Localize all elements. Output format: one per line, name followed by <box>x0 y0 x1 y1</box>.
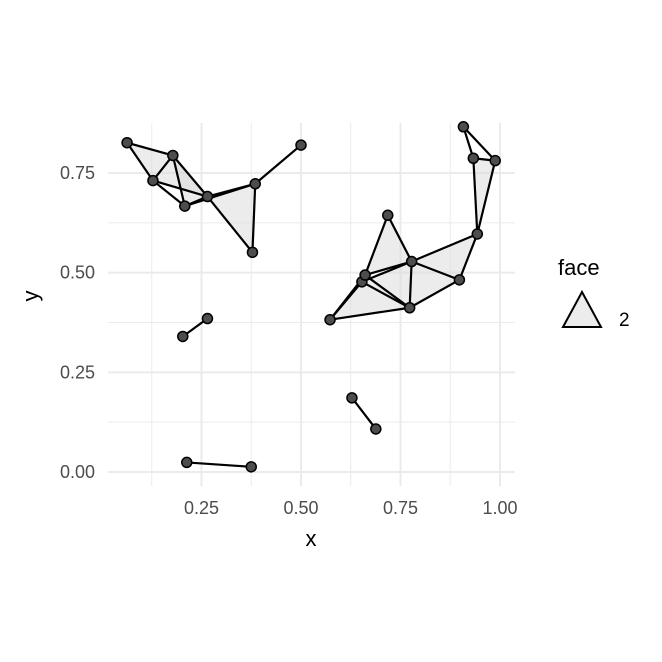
edges <box>125 125 497 468</box>
edge-line <box>410 260 461 281</box>
faces <box>127 142 496 320</box>
edge-line <box>408 260 413 309</box>
data-point <box>346 392 358 404</box>
data-point <box>121 136 133 149</box>
face-triangle <box>207 183 256 253</box>
x-tick-label: 0.75 <box>383 498 418 518</box>
data-point <box>179 200 191 212</box>
tick-labels: 0.25 0.50 0.75 1.00 0.00 0.25 0.50 0.75 <box>60 163 518 518</box>
edge-line <box>363 273 411 309</box>
y-tick-label: 0.00 <box>60 462 95 482</box>
data-point <box>181 456 193 469</box>
edge-line <box>458 232 479 281</box>
data-point <box>245 461 257 473</box>
edge-line <box>410 232 479 263</box>
points <box>121 121 501 473</box>
edge-line <box>350 396 377 431</box>
edge-line <box>386 214 413 263</box>
face-triangle <box>411 233 478 280</box>
edge-line <box>171 154 209 198</box>
edge-line <box>171 154 186 208</box>
data-point <box>382 209 394 222</box>
data-point <box>471 228 484 240</box>
data-point <box>467 152 480 164</box>
legend: face 2 <box>558 255 630 331</box>
data-point <box>295 139 307 151</box>
x-tick-label: 0.50 <box>283 498 318 518</box>
legend-title: face <box>558 255 600 280</box>
y-axis-label: y <box>18 291 43 302</box>
edge-line <box>472 157 479 236</box>
data-point <box>177 330 189 343</box>
legend-item-label: 2 <box>619 310 630 331</box>
edge-line <box>408 278 461 309</box>
data-point <box>403 301 416 314</box>
edge-line <box>206 195 254 254</box>
data-point <box>405 255 418 268</box>
data-point <box>457 121 470 133</box>
face-triangle <box>365 215 412 276</box>
data-point <box>201 312 214 325</box>
edge-line <box>363 214 389 277</box>
edge-line <box>151 179 186 208</box>
y-tick-label: 0.50 <box>60 263 95 283</box>
data-point <box>453 274 466 286</box>
edge-line <box>251 182 257 254</box>
data-point <box>489 154 501 167</box>
data-point <box>249 178 261 190</box>
x-tick-label: 0.25 <box>184 498 219 518</box>
face-triangle <box>361 261 412 308</box>
legend-triangle-icon <box>561 289 603 328</box>
edge-line <box>183 182 257 208</box>
edge-line <box>462 125 497 162</box>
data-point <box>201 190 214 203</box>
data-point <box>370 423 382 435</box>
edge-line <box>476 159 497 236</box>
data-point <box>246 246 259 259</box>
data-point <box>324 313 336 326</box>
data-point <box>167 149 179 162</box>
edge-line <box>363 260 413 277</box>
x-axis-label: x <box>306 526 317 551</box>
edge-line <box>328 306 411 321</box>
edge-line <box>125 141 174 157</box>
edge-line <box>360 280 411 309</box>
y-tick-label: 0.75 <box>60 163 95 183</box>
edge-line <box>185 461 253 468</box>
data-point <box>147 174 159 187</box>
face-triangle <box>127 142 173 181</box>
face-triangle <box>409 261 460 308</box>
edge-line <box>254 143 303 185</box>
y-tick-label: 0.25 <box>60 362 95 382</box>
x-tick-label: 1.00 <box>482 498 517 518</box>
edge-line <box>125 141 155 182</box>
data-point <box>359 269 371 281</box>
face-triangle <box>473 158 496 234</box>
